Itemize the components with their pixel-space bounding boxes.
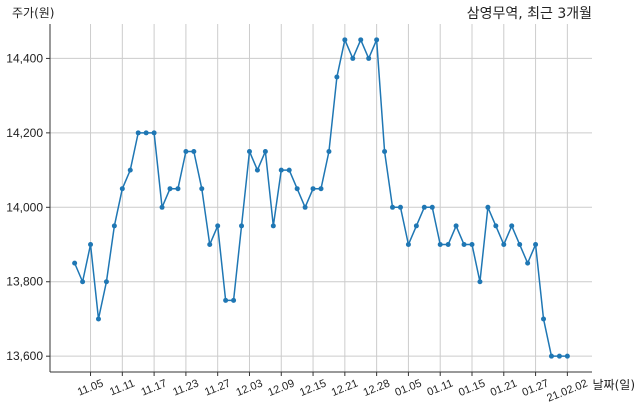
y-axis-label: 주가(원): [12, 6, 55, 20]
data-point: [493, 223, 499, 229]
data-point: [88, 242, 94, 248]
data-point: [111, 223, 117, 229]
x-tick-label: 12.28: [362, 378, 392, 399]
x-tick-label: 11.05: [76, 378, 105, 399]
x-tick-label: 01.05: [393, 378, 423, 399]
x-tick-label: 12.15: [298, 378, 328, 399]
data-point: [413, 223, 419, 229]
y-tick-label: 14,400: [6, 51, 43, 65]
data-point: [167, 186, 173, 192]
data-point: [72, 260, 78, 266]
data-point: [445, 242, 451, 248]
data-point: [310, 186, 316, 192]
data-point: [469, 242, 475, 248]
data-point: [302, 204, 308, 210]
x-tick-label: 01.15: [457, 378, 487, 399]
data-point: [374, 37, 380, 43]
y-tick-label: 14,200: [6, 126, 43, 140]
chart-title: 삼영무역, 최근 3개월: [466, 6, 592, 22]
x-tick-label: 11.17: [139, 378, 168, 399]
data-point: [556, 353, 562, 359]
data-point: [231, 297, 237, 303]
data-point: [421, 204, 427, 210]
data-point: [175, 186, 181, 192]
data-point: [103, 279, 109, 285]
data-point: [548, 353, 554, 359]
x-tick-label: 11.11: [108, 378, 137, 399]
data-point: [461, 242, 467, 248]
data-point: [246, 148, 252, 154]
data-point: [405, 242, 411, 248]
y-tick-label: 13,600: [6, 349, 43, 363]
data-point: [350, 55, 356, 61]
data-point: [191, 148, 197, 154]
data-point: [143, 130, 149, 136]
data-point: [270, 223, 276, 229]
data-point: [517, 242, 523, 248]
gridlines: [50, 24, 592, 372]
x-tick-label: 01.11: [426, 378, 455, 399]
data-point: [429, 204, 435, 210]
x-tick-label: 12.09: [266, 378, 296, 399]
data-point: [477, 279, 483, 285]
data-point: [390, 204, 396, 210]
axes: [46, 24, 592, 376]
data-point: [485, 204, 491, 210]
x-tick-label: 11.27: [203, 378, 232, 399]
data-point: [254, 167, 260, 173]
data-point: [501, 242, 507, 248]
data-point: [397, 204, 403, 210]
data-point: [199, 186, 205, 192]
data-point: [151, 130, 157, 136]
data-point: [135, 130, 141, 136]
data-point: [453, 223, 459, 229]
data-point: [334, 74, 340, 80]
price-series: [72, 37, 570, 359]
data-point: [564, 353, 570, 359]
data-point: [127, 167, 133, 173]
data-point: [239, 223, 245, 229]
x-tick-label: 11.23: [171, 378, 200, 399]
y-tick-label: 14,000: [6, 200, 43, 214]
data-point: [525, 260, 531, 266]
x-tick-label: 12.21: [330, 378, 360, 399]
x-tick-label: 01.21: [489, 378, 519, 399]
data-point: [262, 148, 268, 154]
data-point: [95, 316, 101, 322]
data-point: [541, 316, 547, 322]
x-tick-label: 21.02.02: [545, 378, 589, 405]
data-point: [215, 223, 221, 229]
data-point: [326, 148, 332, 154]
data-point: [80, 279, 86, 285]
data-point: [358, 37, 364, 43]
x-tick-label: 12.03: [234, 378, 264, 399]
data-point: [533, 242, 539, 248]
data-point: [342, 37, 348, 43]
data-point: [509, 223, 515, 229]
y-tick-label: 13,800: [6, 275, 43, 289]
data-point: [437, 242, 443, 248]
data-point: [286, 167, 292, 173]
x-axis-label: 날짜(일): [592, 378, 635, 392]
data-point: [382, 148, 388, 154]
data-point: [278, 167, 284, 173]
data-point: [318, 186, 324, 192]
tick-labels: 13,600 13,800 14,000 14,200 14,400 11.05 11.11…: [6, 51, 589, 404]
data-point: [294, 186, 300, 192]
data-point: [159, 204, 165, 210]
data-point: [183, 148, 189, 154]
data-point: [366, 55, 372, 61]
data-point: [207, 242, 213, 248]
data-point: [119, 186, 125, 192]
price-line: [73, 39, 568, 357]
data-point: [223, 297, 229, 303]
